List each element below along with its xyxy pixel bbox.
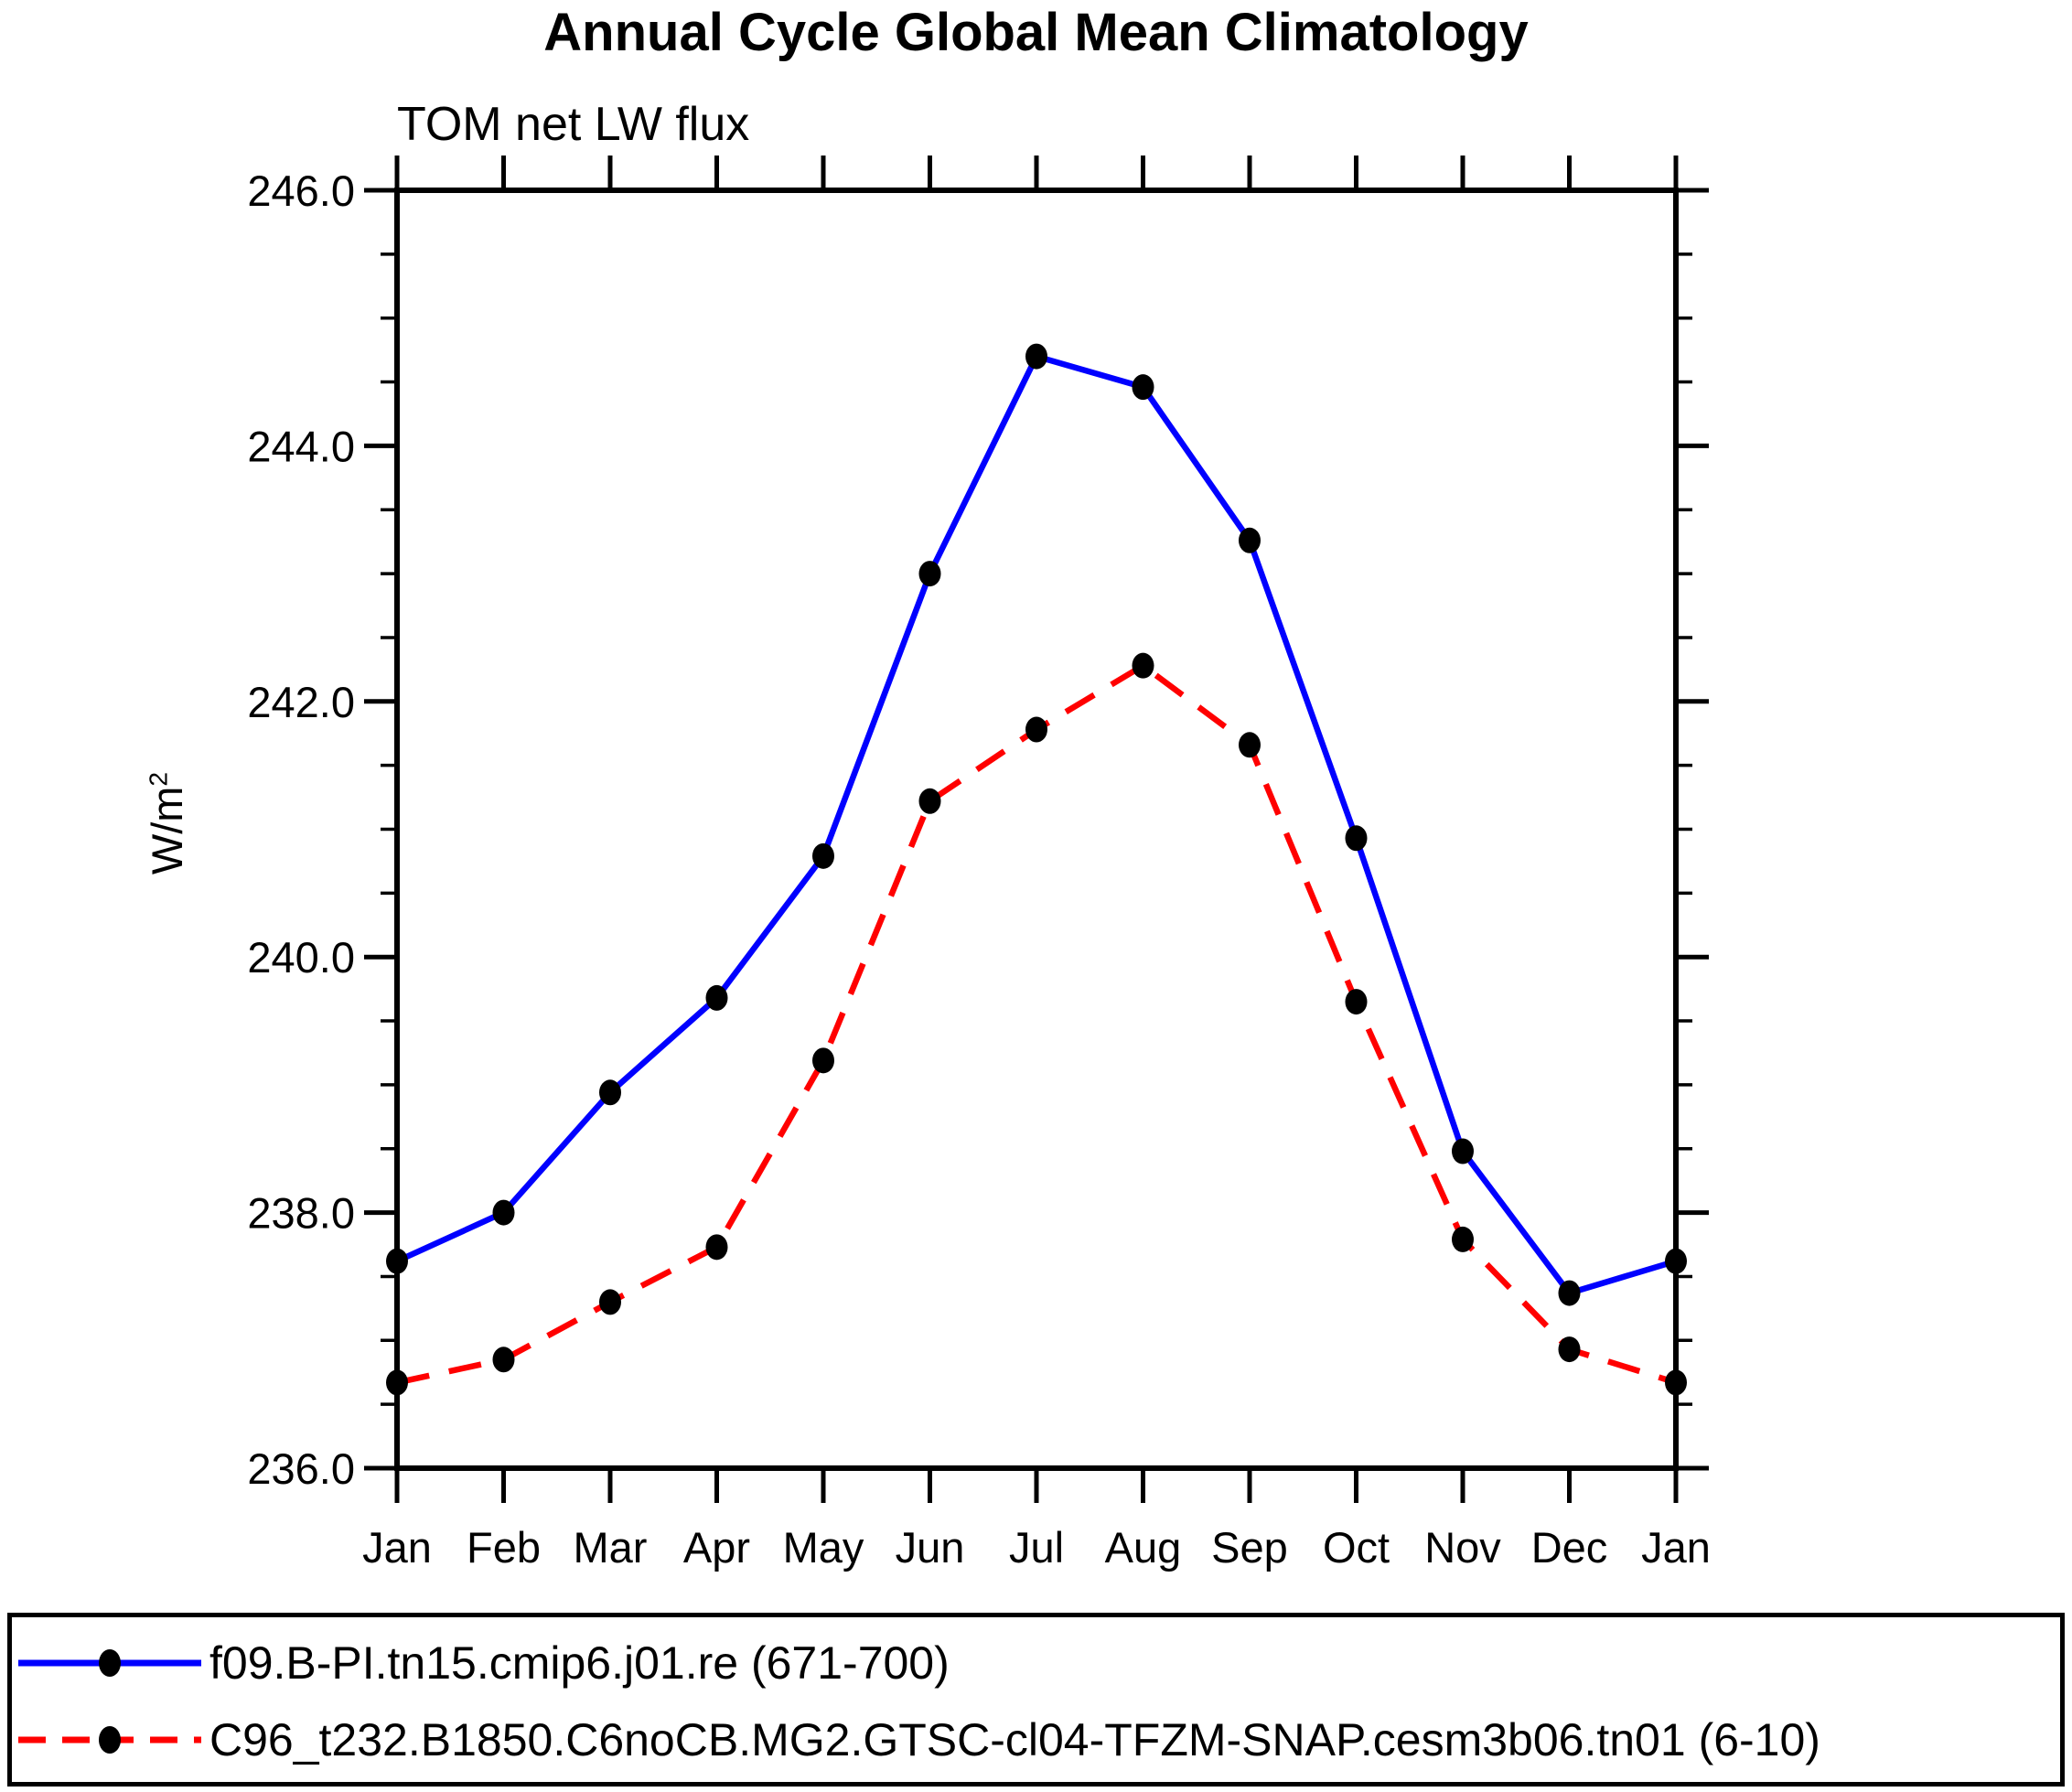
- legend-entry-model-1: f09.B-PI.tn15.cmip6.j01.re (671-700): [12, 1625, 2060, 1701]
- legend-line-sample-blue: [18, 1636, 201, 1690]
- svg-text:Dec: Dec: [1531, 1523, 1608, 1572]
- legend-entry-model-2: C96_t232.B1850.C6noCB.MG2.GTSC-cl04-TFZM…: [12, 1701, 2060, 1778]
- legend-label: f09.B-PI.tn15.cmip6.j01.re (671-700): [209, 1637, 950, 1689]
- legend-label: C96_t232.B1850.C6noCB.MG2.GTSC-cl04-TFZM…: [209, 1714, 1820, 1765]
- chart-title: Annual Cycle Global Mean Climatology: [543, 3, 1529, 62]
- svg-text:242.0: 242.0: [247, 678, 355, 726]
- svg-text:Mar: Mar: [574, 1523, 648, 1572]
- legend-line-sample-red: [18, 1712, 201, 1767]
- svg-text:Nov: Nov: [1424, 1523, 1501, 1572]
- y-axis-ticks: [364, 188, 1709, 1471]
- svg-text:Jul: Jul: [1009, 1523, 1064, 1572]
- series-line-0: [395, 353, 1677, 1296]
- x-axis-ticks: [394, 156, 1679, 1503]
- series-markers-1: [386, 652, 1687, 1396]
- legend-box: f09.B-PI.tn15.cmip6.j01.re (671-700) C96…: [7, 1613, 2065, 1787]
- svg-text:Jan: Jan: [362, 1523, 432, 1572]
- svg-text:Aug: Aug: [1105, 1523, 1182, 1572]
- svg-text:246.0: 246.0: [247, 166, 355, 215]
- svg-text:Oct: Oct: [1323, 1523, 1390, 1572]
- svg-text:236.0: 236.0: [247, 1444, 355, 1493]
- svg-text:Jan: Jan: [1641, 1523, 1711, 1572]
- svg-text:Apr: Apr: [683, 1523, 750, 1572]
- svg-text:Feb: Feb: [467, 1523, 541, 1572]
- svg-text:May: May: [783, 1523, 864, 1572]
- svg-text:244.0: 244.0: [247, 422, 355, 470]
- series-markers-0: [386, 343, 1687, 1306]
- y-tick-labels: 246.0 244.0 242.0 240.0 238.0 236.0: [247, 166, 355, 1493]
- svg-text:238.0: 238.0: [247, 1189, 355, 1238]
- svg-text:Sep: Sep: [1211, 1523, 1288, 1572]
- plot-frame: [394, 188, 1679, 1471]
- chart-subtitle: TOM net LW flux: [397, 98, 750, 151]
- x-tick-labels: Jan Feb Mar Apr May Jun Jul Aug Sep Oct Nov Dec Jan: [362, 1523, 1711, 1572]
- svg-text:Jun: Jun: [896, 1523, 965, 1572]
- series-line-1: [396, 662, 1677, 1386]
- svg-text:240.0: 240.0: [247, 933, 355, 982]
